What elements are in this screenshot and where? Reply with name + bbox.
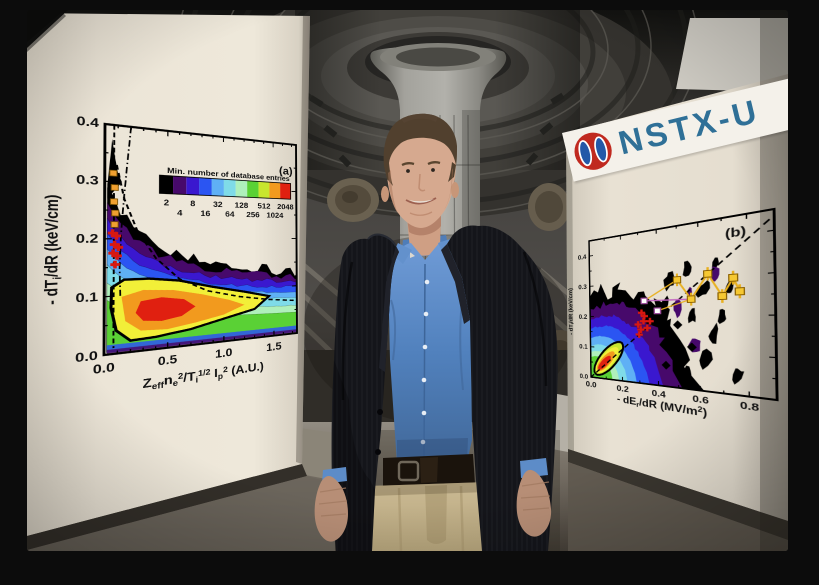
svg-text:2048: 2048 <box>277 203 293 211</box>
svg-text:32: 32 <box>213 201 223 210</box>
svg-text:1.0: 1.0 <box>215 346 232 361</box>
svg-text:256: 256 <box>246 211 259 219</box>
svg-text:0.5: 0.5 <box>158 353 177 369</box>
svg-text:0.4: 0.4 <box>578 254 587 262</box>
svg-text:512: 512 <box>258 202 271 210</box>
svg-text:0.2: 0.2 <box>616 384 629 395</box>
svg-text:- dTi/dR (keV/cm): - dTi/dR (keV/cm) <box>41 194 65 305</box>
svg-text:4: 4 <box>177 209 183 218</box>
svg-text:0.0: 0.0 <box>93 360 115 377</box>
svg-text:2: 2 <box>164 199 169 208</box>
svg-text:8: 8 <box>190 200 195 209</box>
svg-text:16: 16 <box>200 210 210 219</box>
svg-text:0.3: 0.3 <box>578 284 587 292</box>
svg-text:1024: 1024 <box>266 212 283 220</box>
svg-text:0.2: 0.2 <box>579 314 588 321</box>
svg-text:0.0: 0.0 <box>75 349 98 366</box>
svg-text:0.2: 0.2 <box>76 232 99 246</box>
svg-text:1.5: 1.5 <box>266 340 281 354</box>
svg-text:(a): (a) <box>279 164 293 177</box>
svg-text:0.3: 0.3 <box>76 173 99 188</box>
svg-text:0.0: 0.0 <box>586 380 597 390</box>
svg-text:0.1: 0.1 <box>579 344 588 352</box>
svg-text:0.1: 0.1 <box>75 290 98 306</box>
svg-text:0.6: 0.6 <box>692 394 709 407</box>
svg-text:64: 64 <box>225 210 235 218</box>
svg-text:128: 128 <box>235 202 249 210</box>
svg-text:0.8: 0.8 <box>740 400 760 414</box>
svg-text:(b): (b) <box>725 224 747 242</box>
svg-text:0.0: 0.0 <box>580 373 589 381</box>
svg-text:- dTi/dR (keV/cm): - dTi/dR (keV/cm) <box>568 287 575 335</box>
svg-text:0.4: 0.4 <box>76 114 99 130</box>
svg-text:0.4: 0.4 <box>652 389 667 401</box>
